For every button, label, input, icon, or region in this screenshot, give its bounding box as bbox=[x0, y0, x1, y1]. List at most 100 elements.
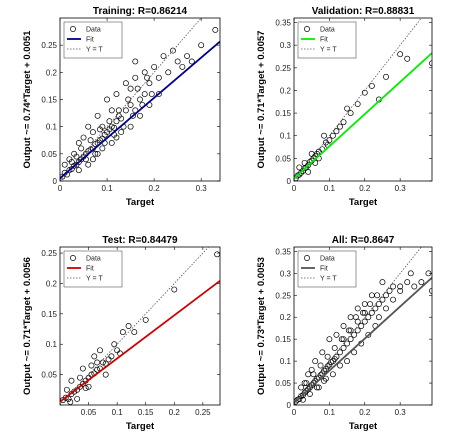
y-axis-label: Output ~= 0.71*Target + 0.0057 bbox=[256, 31, 267, 169]
data-point bbox=[129, 112, 136, 119]
data-point bbox=[61, 161, 68, 168]
data-point bbox=[383, 292, 389, 299]
data-point bbox=[85, 383, 92, 390]
x-axis-label: Target bbox=[126, 421, 155, 432]
fit-line bbox=[60, 40, 220, 179]
data-point bbox=[169, 47, 176, 54]
data-point bbox=[73, 153, 80, 160]
data-point bbox=[337, 123, 343, 130]
legend-box bbox=[297, 250, 357, 288]
identity-line bbox=[294, 247, 422, 405]
legend-entry: Data bbox=[320, 27, 335, 34]
data-point bbox=[188, 58, 195, 65]
data-point bbox=[338, 336, 345, 343]
data-point bbox=[404, 55, 411, 62]
data-point bbox=[99, 145, 106, 152]
data-point bbox=[141, 69, 148, 76]
data-point bbox=[134, 85, 141, 92]
data-point bbox=[351, 349, 358, 356]
y-tick-label: 0.25 bbox=[41, 41, 57, 50]
plot-title: All: R=0.8647 bbox=[332, 235, 395, 246]
data-point bbox=[329, 132, 336, 139]
x-tick-label: 0.15 bbox=[138, 408, 154, 417]
y-tick-label: 0.2 bbox=[280, 86, 292, 95]
x-axis-label: Target bbox=[349, 197, 378, 208]
data-point bbox=[299, 396, 306, 403]
data-point bbox=[397, 51, 404, 58]
data-point bbox=[340, 336, 347, 343]
legend-entry: Data bbox=[320, 256, 335, 263]
data-point bbox=[379, 279, 386, 286]
legend-entry: Y = T bbox=[86, 47, 103, 54]
data-point bbox=[125, 323, 132, 329]
data-point bbox=[329, 371, 336, 378]
data-point bbox=[351, 331, 358, 338]
y-tick-label: 0.25 bbox=[275, 64, 291, 73]
data-point bbox=[97, 126, 103, 133]
data-point bbox=[333, 353, 340, 360]
data-point bbox=[142, 316, 149, 323]
x-tick-label: 0.2 bbox=[149, 184, 161, 193]
axes-box bbox=[59, 246, 221, 406]
y-tick-label: 0.1 bbox=[46, 340, 58, 349]
data-point bbox=[368, 82, 375, 89]
data-point bbox=[171, 286, 178, 293]
data-point bbox=[379, 296, 386, 303]
data-point bbox=[198, 42, 205, 49]
data-point bbox=[305, 168, 312, 175]
x-tick-label: 0 bbox=[292, 408, 297, 417]
y-tick-label: 0.25 bbox=[41, 249, 57, 258]
y-tick-label: 0.3 bbox=[280, 269, 292, 278]
legend: Data Fit Y = T bbox=[297, 21, 357, 59]
data-point bbox=[303, 388, 310, 394]
data-point bbox=[85, 123, 92, 130]
data-point bbox=[146, 80, 153, 87]
x-tick-label: 0.1 bbox=[324, 184, 336, 193]
data-point bbox=[367, 301, 374, 308]
y-tick-label: 0.2 bbox=[280, 313, 292, 322]
data-point bbox=[375, 301, 382, 308]
y-tick-label: 0.15 bbox=[41, 96, 57, 105]
data-point bbox=[122, 80, 129, 87]
legend-entry: Y = T bbox=[86, 276, 103, 283]
fit-line bbox=[294, 52, 432, 180]
data-point bbox=[337, 349, 343, 356]
y-tick-label: 0.35 bbox=[275, 247, 291, 256]
data-point bbox=[160, 53, 167, 59]
data-point bbox=[312, 358, 319, 365]
legend: Data Fit Y = T bbox=[63, 250, 123, 288]
plot-0: 0 0.1 0.2 0.3 0 0.05 0.1 0.15 0.2 0.25 Training: R… bbox=[22, 6, 221, 208]
data-point bbox=[360, 309, 366, 316]
y-tick-label: 0.15 bbox=[275, 335, 291, 344]
data-point bbox=[333, 331, 340, 338]
data-point bbox=[365, 331, 372, 338]
data-point bbox=[108, 140, 115, 146]
x-tick-label: 0.1 bbox=[324, 408, 336, 417]
data-point bbox=[68, 377, 75, 384]
data-point bbox=[155, 91, 162, 98]
y-tick-label: 0.05 bbox=[275, 379, 291, 388]
data-point bbox=[372, 305, 379, 312]
data-point bbox=[321, 132, 328, 139]
legend-entry: Fit bbox=[320, 37, 328, 44]
data-point bbox=[94, 150, 101, 157]
data-point bbox=[324, 363, 331, 370]
data-point bbox=[340, 344, 347, 351]
data-point bbox=[125, 96, 132, 103]
y-tick-label: 0.2 bbox=[46, 279, 58, 288]
legend-entry: Data bbox=[86, 256, 101, 263]
data-point bbox=[337, 362, 343, 369]
y-tick-label: 0.2 bbox=[46, 68, 58, 77]
y-tick-label: 0.25 bbox=[275, 291, 291, 300]
data-point bbox=[151, 63, 158, 70]
data-point bbox=[301, 380, 308, 387]
data-point bbox=[361, 318, 368, 325]
data-point bbox=[79, 365, 86, 372]
plot-area bbox=[60, 247, 220, 405]
x-tick-label: 0.3 bbox=[196, 184, 208, 193]
data-point bbox=[119, 329, 126, 336]
data-point bbox=[111, 341, 118, 348]
data-point bbox=[108, 353, 115, 360]
data-point bbox=[404, 279, 411, 286]
legend-entry: Y = T bbox=[320, 47, 337, 54]
